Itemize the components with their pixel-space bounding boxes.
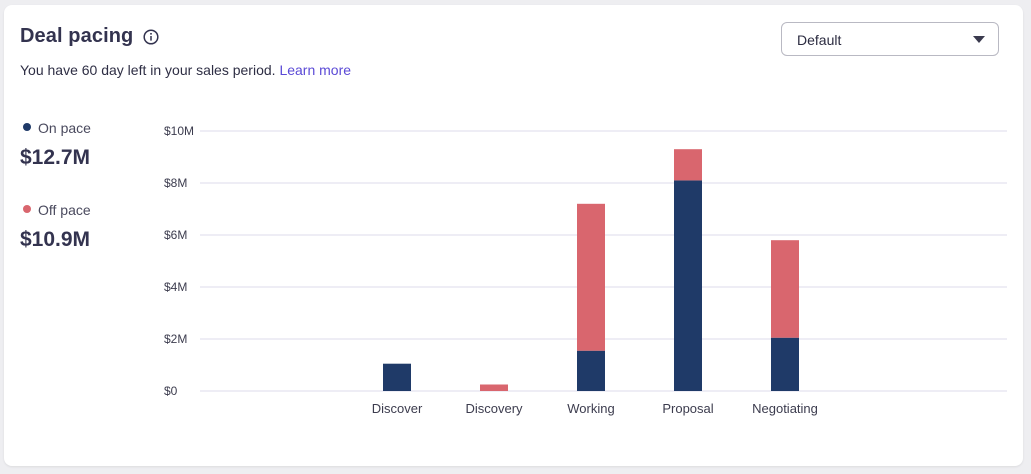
y-tick-label: $10M	[164, 124, 194, 138]
sales-period-text: You have 60 day left in your sales perio…	[20, 62, 351, 78]
card-title: Deal pacing	[20, 25, 134, 47]
x-tick-label: Working	[567, 401, 614, 416]
bar-proposal-on-pace	[674, 180, 702, 391]
deal-pacing-chart: $0 $2M $4M $6M $8M $10M Discover Discovery Worki…	[164, 124, 1007, 416]
off-pace-label: Off pace	[38, 202, 91, 218]
info-icon[interactable]	[143, 29, 159, 45]
deal-pacing-card: Deal pacing You have 60 day left in your…	[4, 5, 1023, 466]
bar-negotiating-off-pace	[771, 240, 799, 338]
bar-working-off-pace	[577, 203, 605, 351]
on-pace-label: On pace	[38, 120, 91, 136]
bar-discovery-off-pace	[480, 384, 508, 391]
off-pace-value: $10.9M	[20, 228, 91, 251]
caret-down-icon	[973, 36, 985, 43]
x-tick-label: Negotiating	[752, 401, 818, 416]
off-pace-dot	[23, 205, 31, 213]
view-select[interactable]: Default	[781, 22, 999, 56]
bar-negotiating-on-pace	[771, 337, 799, 391]
bar-discover-on-pace	[383, 363, 411, 391]
on-pace-value: $12.7M	[20, 146, 91, 169]
learn-more-link[interactable]: Learn more	[279, 62, 352, 78]
bar-proposal-off-pace	[674, 149, 702, 181]
view-select-value: Default	[797, 32, 842, 48]
on-pace-dot	[23, 123, 31, 131]
y-tick-label: $6M	[164, 228, 187, 242]
bar-working-on-pace	[577, 350, 605, 391]
x-tick-label: Discover	[372, 401, 423, 416]
y-tick-label: $2M	[164, 332, 187, 346]
subtitle-text: You have 60 day left in your sales perio…	[20, 62, 276, 78]
y-tick-label: $4M	[164, 280, 187, 294]
x-tick-label: Discovery	[465, 401, 523, 416]
x-tick-label: Proposal	[662, 401, 713, 416]
y-tick-label: $8M	[164, 176, 187, 190]
y-tick-label: $0	[164, 384, 178, 398]
